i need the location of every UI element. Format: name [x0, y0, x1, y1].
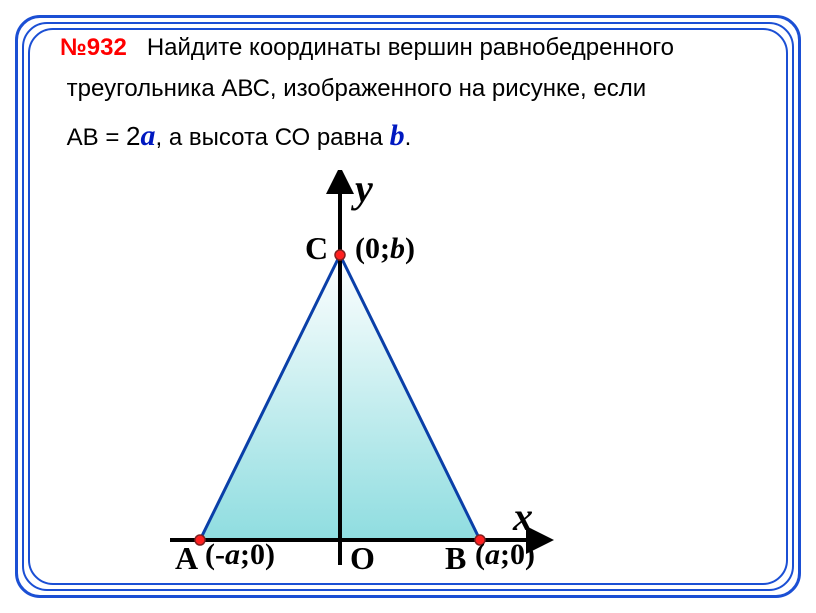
vertex-c-label: C	[305, 230, 328, 267]
point-c	[335, 250, 345, 260]
coord-b: (a;0)	[475, 538, 535, 572]
variable-b: b	[390, 119, 405, 152]
vertex-b-label: B	[445, 540, 466, 577]
problem-line1: Найдите координаты вершин равнобедренног…	[147, 34, 674, 61]
problem-line3-mid: , а высота СО равна	[156, 124, 390, 151]
coord-a: (-a;0)	[205, 538, 275, 572]
coord-c: (0;b)	[355, 232, 415, 266]
problem-line3-post: .	[405, 124, 412, 151]
variable-a: a	[141, 119, 156, 152]
constant-2: 2	[126, 121, 140, 151]
geometry-figure: y x C (0;b) A (-a;0) O B (a;0)	[100, 170, 700, 590]
x-axis-label: x	[513, 493, 533, 540]
y-axis-label: y	[355, 165, 373, 212]
problem-number: №932	[60, 34, 127, 61]
problem-statement: №932 Найдите координаты вершин равнобедр…	[60, 28, 756, 161]
origin-label: O	[350, 540, 375, 577]
vertex-a-label: A	[175, 540, 198, 577]
problem-line3-pre: АВ =	[67, 124, 126, 151]
problem-line2: треугольника АВС, изображенного на рисун…	[67, 75, 646, 102]
